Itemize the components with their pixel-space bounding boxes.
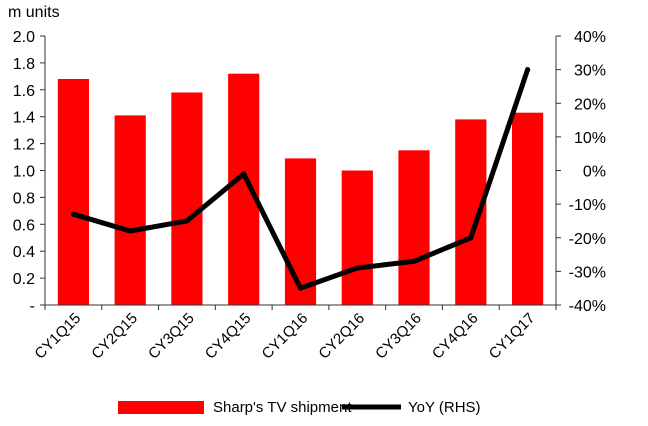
legend: Sharp's TV shipment YoY (RHS) <box>118 399 481 416</box>
x-tick-label: CY4Q15 <box>202 310 255 363</box>
left-tick-label: 2.0 <box>13 29 35 46</box>
yoy-point-cy4q15 <box>241 171 247 177</box>
left-tick-label: 1.6 <box>13 83 35 100</box>
right-tick-label: 0% <box>583 164 606 181</box>
right-tick-label: 20% <box>574 96 606 113</box>
right-tick-label: -20% <box>569 231 606 248</box>
yoy-line-layer <box>70 67 531 291</box>
yoy-point-cy2q16 <box>354 265 360 271</box>
bar-cy4q15 <box>228 73 260 305</box>
legend-swatch-shipment <box>118 401 204 414</box>
axes-layer <box>40 35 561 310</box>
left-tick-label: 1.8 <box>13 56 35 73</box>
left-tick-label: 0.2 <box>13 271 35 288</box>
left-tick-label: 0.4 <box>13 244 35 261</box>
right-tick-label: 40% <box>574 29 606 46</box>
right-tick-label: -10% <box>569 197 606 214</box>
x-tick-label: CY2Q16 <box>315 310 368 363</box>
x-tick-label: CY1Q17 <box>486 310 539 363</box>
left-tick-label: 1.4 <box>13 110 35 127</box>
x-tick-label: CY2Q15 <box>88 310 141 363</box>
yoy-point-cy3q15 <box>184 218 190 224</box>
yoy-point-cy3q16 <box>411 258 417 264</box>
left-tick-label: - <box>30 298 35 315</box>
left-tick-label: 1.2 <box>13 137 35 154</box>
yoy-point-cy4q16 <box>468 235 474 241</box>
bar-cy2q15 <box>114 115 146 306</box>
legend-label-yoy: YoY (RHS) <box>408 399 481 416</box>
x-tick-label: CY4Q16 <box>429 310 482 363</box>
right-tick-label: -40% <box>569 298 606 315</box>
yoy-point-cy1q17 <box>525 67 531 73</box>
yoy-point-cy1q15 <box>70 211 76 217</box>
left-tick-label: 0.6 <box>13 217 35 234</box>
left-tick-label: 0.8 <box>13 190 35 207</box>
bar-cy3q16 <box>398 150 430 305</box>
left-axis-unit-label: m units <box>8 4 60 21</box>
bars-layer <box>57 73 544 306</box>
x-tick-label: CY1Q15 <box>32 310 85 363</box>
x-tick-label: CY3Q16 <box>372 310 425 363</box>
legend-label-shipment: Sharp's TV shipment <box>213 399 352 416</box>
left-tick-label: 1.0 <box>13 164 35 181</box>
yoy-point-cy1q16 <box>298 285 303 291</box>
bar-cy1q17 <box>512 112 544 305</box>
bar-cy1q15 <box>57 79 89 305</box>
x-tick-label: CY3Q15 <box>145 310 198 363</box>
yoy-point-cy2q15 <box>127 228 133 234</box>
x-tick-label: CY1Q16 <box>259 310 312 363</box>
bar-cy3q15 <box>171 92 203 305</box>
right-tick-label: 30% <box>574 63 606 80</box>
bar-cy1q16 <box>284 158 317 305</box>
bar-cy2q16 <box>341 170 373 305</box>
right-tick-label: -30% <box>569 264 606 281</box>
right-tick-label: 10% <box>574 130 606 147</box>
